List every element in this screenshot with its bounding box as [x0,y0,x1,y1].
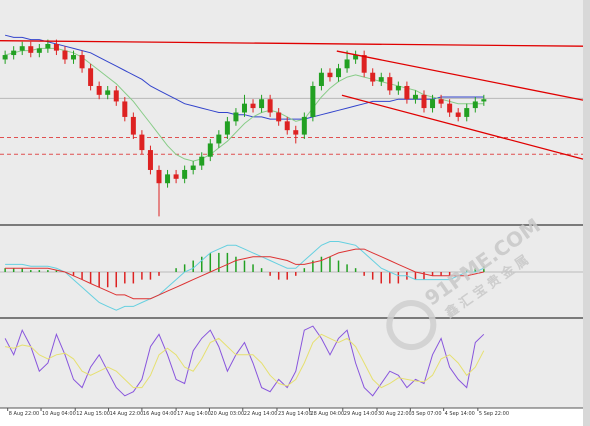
candle-body [88,68,94,86]
x-tick-label: 17 Aug 14:00 [177,411,211,417]
candle-body [259,99,265,109]
indicator-line [5,241,485,311]
x-tick-label: 5 Sep 22:00 [479,411,509,417]
trend-line [341,94,584,160]
trend-line [336,50,584,101]
x-tick-label: 8 Aug 22:00 [9,411,40,417]
candle-body [28,46,34,53]
candle-body [36,48,42,53]
candle-body [404,85,410,100]
candle-body [284,121,290,131]
candle-body [156,169,162,184]
x-tick-label: 20 Aug 03:00 [210,411,244,417]
candle-body [395,85,401,91]
candle-body [293,130,299,135]
candle-body [173,174,179,179]
candle-body [19,46,25,51]
moving-average [4,47,484,162]
candle-body [276,112,282,122]
indicator-line [5,248,484,300]
candle-body [267,99,273,113]
candle-body [412,94,418,100]
candle-body [165,174,171,184]
candle-body [430,99,436,109]
candle-body [447,103,453,113]
candle-body [241,103,247,113]
candle-body [96,85,102,95]
x-tick-label: 30 Aug 22:00 [378,411,412,417]
x-tick-label: 3 Sep 07:00 [411,411,441,417]
candle-body [207,143,213,157]
candle-body [387,77,393,91]
candle-body [344,59,350,69]
x-tick-label: 4 Sep 14:00 [445,411,475,417]
candle-body [378,77,384,82]
candle-body [464,108,470,117]
candle-body [71,55,77,60]
candle-body [361,55,367,73]
candle-body [2,55,8,60]
candle-body [353,55,359,60]
candle-body [318,72,324,86]
candle-body [250,103,256,109]
plot-background [0,0,583,408]
indicator-line [4,325,485,397]
candle-body [190,165,196,170]
right-strip [583,0,590,426]
candle-body [327,72,333,78]
trend-line [0,40,584,47]
x-tick-label: 14 Aug 22:00 [110,411,144,417]
candle-body [11,50,17,56]
candle-body [199,156,205,166]
x-tick-label: 10 Aug 04:00 [42,411,76,417]
candle-body [130,116,136,135]
x-tick-label: 29 Aug 14:00 [344,411,378,417]
candle-body [481,99,487,102]
indicator-line [5,333,485,389]
x-tick-label: 12 Aug 15:00 [76,411,110,417]
candle-body [421,94,427,109]
candle-body [438,99,444,104]
candle-body [113,90,119,102]
candle-body [216,134,222,144]
candle-body [79,55,85,69]
candle-body [455,112,461,117]
candle-body [472,101,478,109]
x-tick-label: 23 Aug 14:00 [278,411,312,417]
candle-body [45,43,51,49]
candle-body [105,90,111,95]
candle-body [224,121,230,135]
candle-body [62,50,68,60]
candle-body [147,150,153,170]
candle-body [53,43,59,51]
candle-body [233,112,239,122]
candle-body [310,85,316,117]
candle-body [336,68,342,78]
candle-body [301,116,307,135]
x-tick-label: 28 Aug 04:00 [310,411,344,417]
plot: 8 Aug 22:00 10 Aug 04:00 12 Aug 15:00 14 Au… [0,34,584,417]
candle-body [182,169,188,179]
candle-body [139,134,145,151]
x-tick-label: 16 Aug 04:00 [143,411,177,417]
candle-body [370,72,376,82]
x-tick-label: 22 Aug 14:00 [244,411,278,417]
watermark-logo [386,300,437,351]
candle-body [122,101,128,117]
